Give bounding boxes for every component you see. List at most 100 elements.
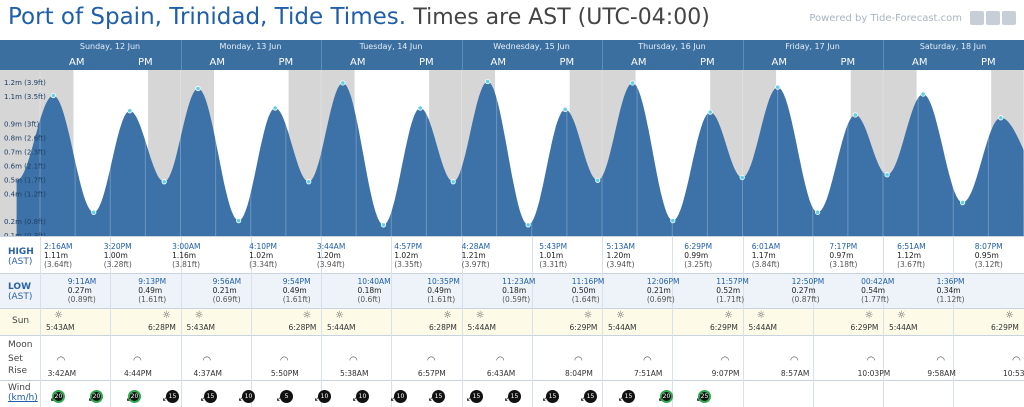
moon-row: Moon Set Rise — [0, 335, 1024, 380]
wind-speed-icon: ↙ 15 — [200, 390, 217, 403]
moon-icon: ◠ — [495, 355, 505, 366]
wind-speed-icon: ↙ 20 — [50, 390, 65, 403]
high-tide-meters: 1.11m — [44, 251, 69, 260]
sun-row: Sun — [0, 308, 1024, 335]
high-tide-time: 2:16AM — [44, 242, 73, 251]
wind-speed-value: 10 — [244, 393, 253, 400]
tide-point — [306, 179, 312, 185]
brand-link[interactable]: Powered by Tide-Forecast.com — [809, 13, 962, 24]
high-tide-time: 3:00AM — [172, 242, 201, 251]
low-tide: 11:23AM 0.18m (0.59ft) — [502, 277, 535, 304]
low-tide-meters: 0.18m — [502, 286, 527, 295]
moon-icon: ◠ — [1011, 355, 1021, 366]
high-tide-feet: (3.94ft) — [606, 260, 635, 269]
wind-arrow-icon: ↙ — [390, 394, 397, 403]
low-label: LOW (AST) — [8, 282, 33, 302]
y-axis-label: 0.7m (2.3ft) — [4, 149, 46, 157]
tide-graph: 1.2m (3.9ft) 1.1m (3.5ft) 0.9m (3ft) 0.8m (… — [0, 70, 1024, 236]
low-tide-feet: (1.61ft) — [427, 295, 456, 304]
moon-time: 6:57PM — [417, 369, 446, 378]
share-icon[interactable] — [986, 11, 1000, 25]
low-tide-time: 10:40AM — [357, 277, 391, 286]
low-tide: 11:57PM 0.52m (1.71ft) — [716, 277, 749, 304]
column-divider — [180, 236, 182, 407]
wind-unit-link[interactable]: (km/h) — [8, 393, 38, 403]
day-label: Tuesday, 14 Jun — [359, 42, 423, 51]
timezone-text: Times are AST (UTC-04:00) — [413, 5, 710, 30]
y-axis-label: 0.9m (3ft) — [4, 121, 39, 129]
print-icon[interactable] — [970, 11, 984, 25]
day-separator — [883, 40, 884, 70]
low-tide-meters: 0.21m — [212, 286, 237, 295]
sunrise-time: 5:44AM — [467, 323, 496, 332]
moon-icon: ◠ — [279, 355, 289, 366]
tide-point — [775, 84, 781, 90]
low-tide: 10:40AM 0.18m (0.6ft) — [357, 277, 390, 304]
high-label: HIGH (AST) — [8, 247, 34, 267]
column-divider — [672, 236, 674, 407]
wind-speed-icon: ↙ 15 — [466, 390, 483, 403]
day-label: Monday, 13 Jun — [219, 42, 282, 51]
tide-point — [670, 218, 676, 224]
high-tide: 4:57PM 1.02m (3.35ft) — [394, 242, 422, 269]
low-tide-feet: (0.6ft) — [357, 295, 381, 304]
tide-point — [884, 172, 890, 178]
tide-chart: 1.2m (3.9ft) 1.1m (3.5ft) 0.9m (3ft) 0.8m (… — [0, 70, 1024, 236]
tide-point — [998, 115, 1004, 121]
wind-speed-icon: ↙ 5 — [276, 390, 293, 403]
y-axis-label: 1.2m (3.9ft) — [4, 79, 46, 87]
moon-time: 3:42AM — [47, 369, 77, 378]
low-tide-meters: 0.54m — [861, 286, 886, 295]
title-bar: Port of Spain, Trinidad, Tide Times. Tim… — [0, 0, 1024, 40]
high-tide-time: 7:17PM — [829, 242, 858, 251]
high-tide-meters: 1.17m — [751, 251, 776, 260]
column-divider — [110, 236, 112, 407]
low-tide-meters: 0.50m — [571, 286, 596, 295]
wind-speed-icon: ↙ 20 — [88, 390, 103, 403]
day-label: Friday, 17 Jun — [785, 42, 840, 51]
wind-speed-value: 20 — [54, 393, 63, 400]
sunrise-time: 5:44AM — [608, 323, 637, 332]
tide-point — [450, 179, 456, 185]
high-tide-feet: (3.18ft) — [829, 260, 858, 269]
tide-point — [852, 112, 858, 118]
tide-point — [960, 200, 966, 206]
low-tide: 11:16PM 0.50m (1.64ft) — [572, 277, 605, 304]
low-tide: 00:42AM 0.54m (1.77ft) — [861, 277, 894, 304]
low-tide-feet: (0.89ft) — [67, 295, 96, 304]
menu-icon[interactable] — [1002, 11, 1016, 25]
moon-icon: ◠ — [936, 355, 946, 366]
sunset-icon: ☼ — [583, 310, 593, 321]
moon-time: 6:43AM — [486, 369, 516, 378]
high-tide: 6:29PM 0.99m (3.25ft) — [684, 242, 712, 269]
tide-point — [595, 177, 601, 183]
tide-point — [272, 105, 278, 111]
high-tide: 4:28AM 1.21m (3.97ft) — [462, 242, 490, 269]
tide-point — [50, 92, 56, 99]
high-tide-row: HIGH (AST) — [0, 236, 1024, 273]
low-tide-meters: 0.49m — [282, 286, 307, 295]
high-tide-time: 6:01AM — [751, 242, 781, 251]
high-tide-meters: 1.21m — [461, 251, 486, 260]
wind-speed-icon: ↙ 10 — [314, 390, 331, 403]
tide-curve — [16, 81, 1024, 236]
low-tide: 9:13PM 0.49m (1.61ft) — [138, 277, 166, 304]
tide-point — [739, 174, 745, 181]
wind-arrow-icon: ↙ — [50, 394, 57, 403]
high-tide: 4:10PM 1.02m (3.34ft) — [249, 242, 277, 269]
moon-label: Moon Set Rise — [8, 340, 33, 376]
tide-point — [920, 91, 926, 97]
high-tide-meters: 1.01m — [539, 251, 564, 260]
high-tide-meters: 1.20m — [316, 251, 341, 260]
location-title: Port of Spain, Trinidad, Tide Times. — [8, 4, 407, 30]
wind-arrow-icon: ↙ — [162, 394, 169, 403]
wind-speed-icon: ↙ 15 — [542, 390, 559, 403]
column-divider — [953, 236, 955, 407]
low-tide-feet: (1.61ft) — [138, 295, 167, 304]
high-tide-meters: 1.12m — [897, 251, 922, 260]
sunset-time: 6:28PM — [288, 323, 317, 332]
moon-time: 8:04PM — [564, 369, 593, 378]
tide-point — [525, 222, 531, 228]
moon-icon: ◠ — [720, 355, 730, 366]
wind-speed-icon: ↙ 15 — [618, 390, 635, 403]
